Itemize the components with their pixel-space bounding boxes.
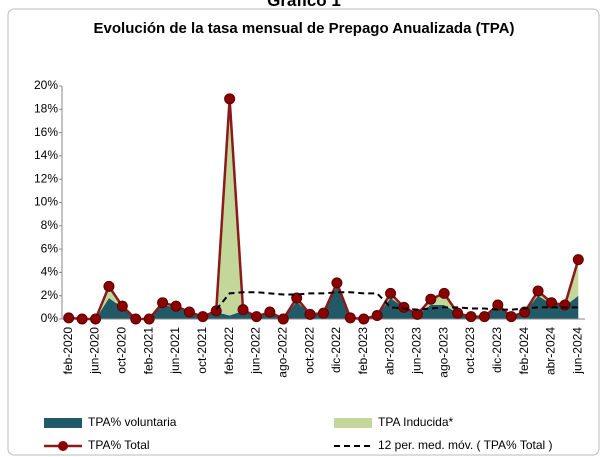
x-tick-label: jun-2024	[570, 327, 584, 375]
marker	[411, 308, 423, 320]
y-tick-label: 12%	[34, 171, 58, 185]
marker	[438, 287, 450, 299]
marker	[545, 297, 557, 309]
marker	[572, 254, 584, 266]
y-tick-label: 18%	[34, 101, 58, 115]
x-tick-label: jun-2023	[410, 327, 424, 375]
marker	[478, 311, 490, 323]
marker	[385, 287, 397, 299]
y-tick-label: 6%	[41, 241, 59, 255]
x-tick-label: feb-2020	[61, 327, 75, 375]
chart-title: Evolución de la tasa mensual de Prepago …	[93, 20, 515, 37]
marker	[103, 280, 115, 292]
marker	[277, 313, 289, 325]
marker	[76, 313, 88, 325]
marker	[452, 307, 464, 319]
marker	[63, 312, 75, 324]
marker	[425, 293, 437, 305]
x-tick-label: jun-2020	[88, 327, 102, 375]
y-tick-label: 10%	[34, 195, 58, 209]
legend-label: TPA% voluntaria	[88, 415, 177, 429]
y-tick-label: 4%	[41, 265, 59, 279]
marker	[505, 311, 517, 323]
marker	[237, 304, 249, 316]
x-tick-label: feb-2024	[517, 327, 531, 375]
marker	[559, 299, 571, 311]
x-tick-label: feb-2023	[356, 327, 370, 375]
marker	[183, 306, 195, 318]
marker	[465, 311, 477, 323]
x-tick-label: feb-2022	[222, 327, 236, 375]
y-tick-label: 8%	[41, 218, 59, 232]
moving-average-line	[215, 291, 579, 311]
marker	[143, 313, 155, 325]
legend-swatch	[58, 441, 68, 451]
marker	[250, 311, 262, 323]
x-tick-label: ago-2023	[436, 327, 450, 378]
marker	[532, 285, 544, 297]
x-tick-label: oct-2020	[115, 327, 129, 374]
marker	[371, 310, 383, 322]
marker	[197, 311, 209, 323]
legend-label: TPA% Total	[88, 438, 150, 452]
x-tick-label: jun-2022	[249, 327, 263, 375]
x-tick-label: dic-2023	[490, 327, 504, 373]
marker	[116, 300, 128, 312]
marker	[170, 300, 182, 312]
y-tick-label: 14%	[34, 148, 58, 162]
x-tick-label: abr-2023	[383, 327, 397, 375]
x-tick-label: dic-2022	[329, 327, 343, 373]
marker	[344, 312, 356, 324]
legend-label: 12 per. med. móv. ( TPA% Total )	[378, 438, 553, 452]
marker	[157, 297, 169, 309]
marker	[224, 93, 236, 105]
marker	[264, 306, 276, 318]
chart-frame	[7, 8, 600, 456]
marker	[331, 277, 343, 289]
x-tick-label: jun-2021	[168, 327, 182, 375]
y-tick-label: 2%	[41, 288, 59, 302]
y-tick-label: 20%	[34, 78, 58, 92]
marker	[358, 313, 370, 325]
y-tick-label: 0%	[41, 311, 59, 325]
x-tick-label: ago-2022	[275, 327, 289, 378]
x-tick-label: feb-2021	[141, 327, 155, 375]
legend-label: TPA Inducida*	[378, 415, 453, 429]
marker	[130, 313, 142, 325]
caption: Gráfico 1	[267, 0, 341, 10]
x-tick-label: oct-2021	[195, 327, 209, 374]
marker	[304, 308, 316, 320]
y-tick-label: 16%	[34, 125, 58, 139]
legend-swatch	[334, 418, 372, 428]
x-tick-label: abr-2024	[544, 327, 558, 375]
x-tick-label: oct-2023	[463, 327, 477, 374]
marker	[210, 305, 222, 317]
x-tick-label: oct-2022	[302, 327, 316, 374]
legend-swatch	[44, 418, 82, 428]
marker	[398, 301, 410, 313]
area	[68, 286, 579, 319]
marker	[318, 307, 329, 319]
marker	[90, 313, 102, 325]
